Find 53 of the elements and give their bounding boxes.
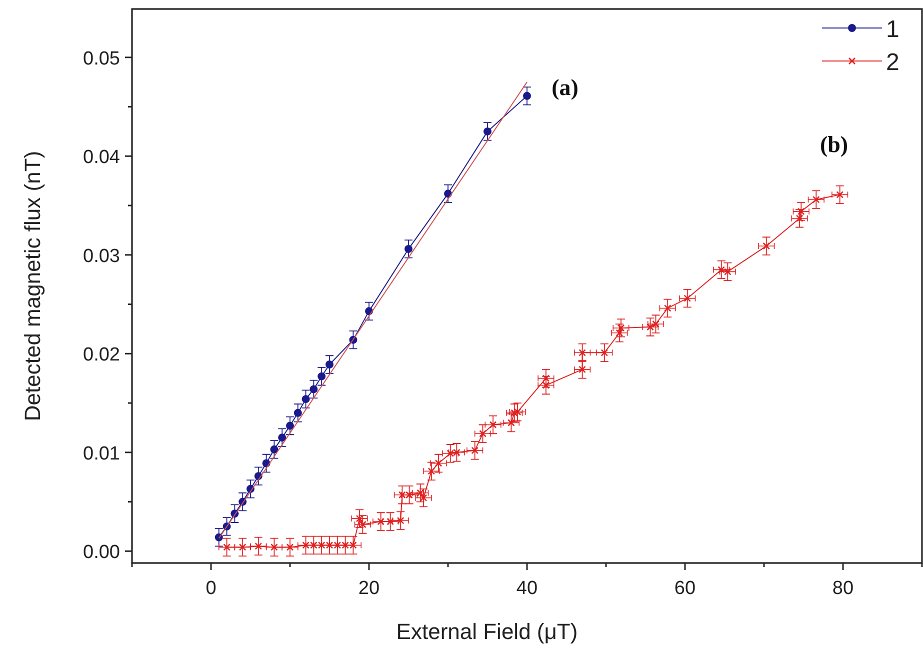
x-tick-label: 20 bbox=[358, 578, 380, 599]
point bbox=[326, 360, 334, 369]
y-tick-label: 0.05 bbox=[83, 48, 120, 70]
point bbox=[812, 196, 820, 204]
point bbox=[294, 408, 302, 417]
point bbox=[270, 445, 278, 454]
point bbox=[762, 242, 770, 250]
point bbox=[523, 92, 531, 100]
point bbox=[796, 214, 804, 222]
point bbox=[238, 544, 246, 551]
point bbox=[318, 372, 326, 380]
point bbox=[286, 544, 294, 551]
point bbox=[428, 468, 436, 475]
point bbox=[664, 304, 672, 312]
point bbox=[278, 434, 286, 442]
point bbox=[489, 421, 497, 428]
point bbox=[310, 385, 318, 394]
point bbox=[578, 366, 586, 374]
point bbox=[404, 244, 412, 253]
point bbox=[514, 408, 522, 416]
point bbox=[542, 382, 550, 389]
point bbox=[479, 430, 486, 438]
y-tick-label: 0.01 bbox=[83, 443, 120, 464]
x-tick-label: 80 bbox=[832, 578, 854, 599]
point bbox=[836, 191, 844, 198]
legend-label: 2 bbox=[886, 49, 900, 76]
y-axis-title: Detected magnetic flux (nT) bbox=[20, 150, 45, 422]
annotation: (b) bbox=[820, 132, 848, 157]
point bbox=[578, 349, 586, 356]
x-tick-label: 0 bbox=[206, 578, 216, 599]
legend-label: 1 bbox=[886, 16, 900, 43]
x-tick-label: 40 bbox=[516, 578, 538, 599]
point bbox=[396, 516, 404, 524]
point bbox=[471, 446, 479, 454]
point bbox=[416, 489, 424, 497]
point bbox=[684, 294, 692, 302]
point bbox=[377, 518, 384, 526]
point bbox=[302, 395, 310, 404]
point bbox=[270, 544, 278, 551]
point bbox=[484, 127, 492, 136]
point bbox=[286, 422, 294, 430]
point bbox=[356, 514, 364, 522]
annotation: (a) bbox=[552, 75, 578, 100]
y-tick-label: 0.04 bbox=[83, 147, 120, 168]
y-tick-label: 0.03 bbox=[83, 246, 120, 267]
y-tick-label: 0.00 bbox=[83, 542, 120, 564]
point bbox=[223, 544, 230, 551]
point bbox=[600, 349, 608, 356]
x-axis-title: External Field (μT) bbox=[396, 619, 578, 644]
x-tick-label: 60 bbox=[674, 578, 696, 599]
point bbox=[254, 542, 262, 550]
y-tick-label: 0.02 bbox=[83, 344, 120, 366]
point bbox=[616, 329, 624, 337]
